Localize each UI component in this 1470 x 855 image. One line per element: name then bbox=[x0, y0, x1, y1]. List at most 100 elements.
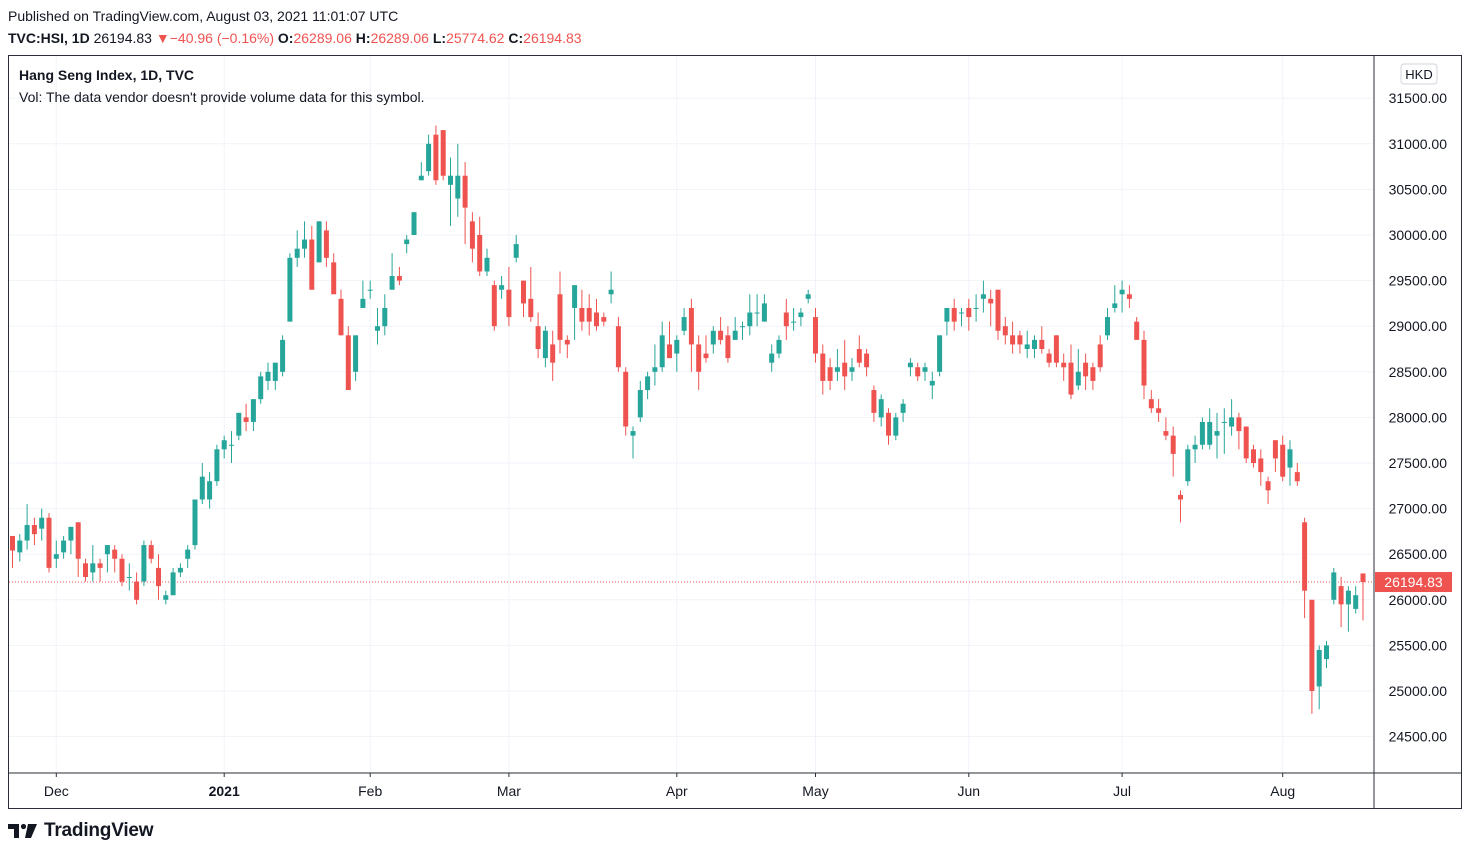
candle-body bbox=[1017, 335, 1023, 345]
candle-body bbox=[1097, 344, 1103, 368]
candle-body bbox=[696, 344, 702, 372]
candle-body bbox=[448, 175, 453, 185]
chart-frame bbox=[8, 55, 1462, 809]
candle-body bbox=[550, 344, 556, 363]
candle-body bbox=[849, 367, 855, 372]
symbol-label[interactable]: TVC:HSI, 1D bbox=[8, 30, 90, 46]
candle-body bbox=[192, 499, 198, 546]
candle-body bbox=[97, 563, 103, 568]
candle-body bbox=[1053, 335, 1059, 363]
tradingview-logo-text: TradingView bbox=[44, 820, 154, 841]
chart-legend-title[interactable]: Hang Seng Index, 1D, TVC bbox=[19, 67, 195, 83]
candle-body bbox=[75, 522, 81, 559]
candle-body bbox=[1039, 339, 1045, 349]
candle-body bbox=[53, 554, 59, 559]
open-label: O: bbox=[277, 30, 294, 46]
candle-body bbox=[1265, 481, 1271, 491]
y-tick-label: 24500.00 bbox=[1389, 729, 1448, 745]
candle-body bbox=[827, 367, 833, 381]
volume-notice: Vol: The data vendor doesn't provide vol… bbox=[19, 89, 425, 105]
x-tick-label: Feb bbox=[358, 783, 382, 799]
candle-body bbox=[1061, 362, 1067, 368]
candle-body bbox=[404, 239, 410, 245]
candle-body bbox=[754, 312, 760, 314]
candle-body bbox=[564, 339, 570, 345]
candle-body bbox=[126, 577, 132, 578]
candle-body bbox=[309, 239, 315, 290]
x-tick-label: Apr bbox=[666, 783, 688, 799]
candle-body bbox=[491, 285, 497, 327]
candle-body bbox=[761, 303, 767, 322]
candle-body bbox=[1068, 362, 1074, 395]
high-label: H: bbox=[355, 30, 371, 46]
currency-label: HKD bbox=[1405, 67, 1432, 82]
candle-body bbox=[68, 526, 74, 541]
candle-body bbox=[893, 417, 899, 436]
candle-body bbox=[579, 307, 585, 322]
candle-body bbox=[163, 595, 169, 600]
candle-body bbox=[382, 307, 388, 327]
candle-body bbox=[1032, 339, 1037, 349]
candle-body bbox=[798, 312, 804, 318]
candle-body bbox=[1338, 586, 1344, 605]
candle-body bbox=[10, 535, 15, 551]
open-value: 26289.06 bbox=[293, 30, 352, 46]
candle-body bbox=[1046, 353, 1052, 363]
candle-body bbox=[572, 285, 578, 308]
candle-body bbox=[61, 540, 67, 553]
candle-body bbox=[345, 335, 351, 391]
candle-body bbox=[1075, 371, 1081, 386]
candle-body bbox=[207, 481, 213, 500]
candle-body bbox=[1185, 449, 1191, 482]
high-value: 26289.06 bbox=[370, 30, 429, 46]
candle-body bbox=[389, 276, 395, 290]
x-tick-label: May bbox=[802, 783, 828, 799]
candle-body bbox=[659, 335, 665, 368]
candle-body bbox=[1258, 458, 1264, 473]
candle-body bbox=[280, 339, 286, 372]
candle-body bbox=[820, 353, 826, 381]
y-tick-label: 27500.00 bbox=[1389, 455, 1448, 471]
close-label: C: bbox=[508, 30, 524, 46]
candle-body bbox=[1126, 294, 1132, 299]
candle-body bbox=[83, 563, 88, 577]
candle-body bbox=[323, 230, 329, 258]
candle-body bbox=[1236, 417, 1242, 432]
candle-body bbox=[243, 417, 249, 422]
y-tick-label: 27000.00 bbox=[1389, 501, 1448, 517]
candle-body bbox=[907, 362, 913, 368]
y-tick-label: 28000.00 bbox=[1389, 409, 1448, 425]
candle-body bbox=[791, 321, 797, 323]
candle-body bbox=[1083, 362, 1089, 377]
candle-body bbox=[915, 367, 921, 377]
candle-body bbox=[1214, 431, 1220, 436]
candle-body bbox=[623, 371, 629, 427]
candle-body bbox=[360, 298, 366, 308]
candle-body bbox=[805, 294, 811, 299]
candle-body bbox=[1141, 339, 1147, 386]
footer-logo[interactable]: TradingView bbox=[8, 820, 154, 842]
candle-body bbox=[747, 312, 753, 327]
candle-body bbox=[1302, 522, 1308, 591]
candle-body bbox=[156, 567, 161, 587]
candle-body bbox=[1229, 417, 1235, 427]
candle-body bbox=[375, 326, 380, 331]
x-tick-label: Jul bbox=[1113, 783, 1131, 799]
candle-body bbox=[1272, 440, 1278, 459]
candle-body bbox=[287, 257, 293, 322]
candle-body bbox=[929, 380, 935, 386]
candle-body bbox=[46, 517, 52, 568]
candle-body bbox=[769, 353, 775, 363]
candle-body bbox=[214, 449, 220, 482]
candle-body bbox=[1178, 494, 1183, 500]
candle-body bbox=[1010, 335, 1016, 345]
candle-body bbox=[645, 376, 651, 391]
candle-body bbox=[1324, 645, 1329, 660]
candle-body bbox=[586, 307, 592, 322]
candle-body bbox=[1280, 444, 1286, 477]
candle-body bbox=[1090, 367, 1096, 381]
candle-body bbox=[1148, 399, 1154, 409]
candle-body bbox=[834, 367, 840, 372]
candle-body bbox=[1170, 435, 1176, 454]
